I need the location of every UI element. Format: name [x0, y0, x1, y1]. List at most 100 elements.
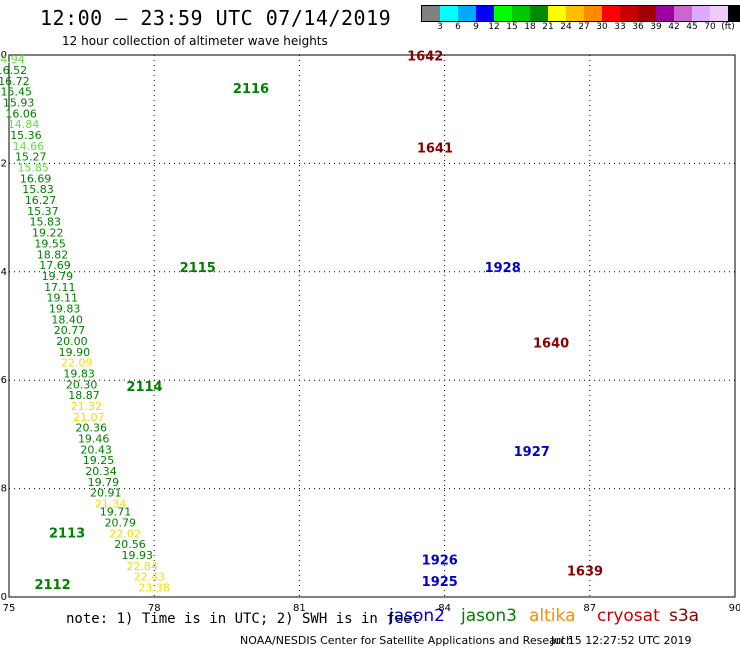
- track-time-label: 2115: [180, 261, 216, 276]
- swh-value: 16.72: [0, 75, 30, 88]
- x-tick-label: 84: [438, 603, 451, 614]
- track-time-label: 2114: [126, 380, 162, 395]
- legend-swatch: [620, 6, 638, 21]
- swh-value: 16.06: [5, 107, 37, 120]
- track-time-label: 1641: [417, 142, 453, 157]
- legend-tick-label: 12: [488, 22, 500, 32]
- swh-value: 15.36: [10, 129, 42, 142]
- track-time-label: 1640: [533, 337, 569, 352]
- swh-value: 17.69: [39, 259, 71, 272]
- plot-frame: [8, 54, 736, 598]
- swh-value: 21.07: [73, 411, 105, 424]
- swh-value: 22.84: [126, 560, 158, 573]
- track-time-label: 1642: [407, 49, 443, 64]
- y-tick-label: -38: [0, 484, 7, 495]
- legend-swatch: [656, 6, 674, 21]
- swh-value: 21.32: [71, 400, 103, 413]
- swh-value: 18.40: [51, 313, 83, 326]
- swh-value: 20.30: [66, 378, 98, 391]
- legend-tick-label: 24: [560, 22, 572, 32]
- satellite-label: altika: [529, 606, 576, 626]
- legend-tick-label: 15: [506, 22, 518, 32]
- swh-value: 19.83: [63, 367, 95, 380]
- swh-value: 15.27: [15, 151, 47, 164]
- swh-value: 19.71: [100, 506, 132, 519]
- legend-swatch: [710, 6, 728, 21]
- swh-value: 20.79: [105, 517, 137, 530]
- legend-swatch: [728, 6, 740, 21]
- timestamp-text: Jul 15 12:27:52 UTC 2019: [551, 634, 692, 647]
- swh-value: 16.27: [25, 194, 57, 207]
- swh-value: 19.11: [46, 292, 78, 305]
- legend-tick-label: (ft): [721, 22, 735, 32]
- track-time-label: 1639: [567, 564, 603, 579]
- legend-tick-label: 30: [596, 22, 608, 32]
- swh-value: 18.82: [37, 248, 69, 261]
- swh-value: 22.09: [61, 357, 93, 370]
- track-time-label: 1928: [485, 261, 521, 276]
- swh-value: 15.45: [1, 86, 33, 99]
- credit-text: NOAA/NESDIS Center for Satellite Applica…: [240, 634, 574, 647]
- legend-tick-label: 3: [437, 22, 443, 32]
- x-tick-label: 90: [729, 603, 740, 614]
- swh-value: 21.34: [95, 498, 127, 511]
- legend-swatch: [566, 6, 584, 21]
- y-tick-label: -40: [0, 592, 7, 603]
- legend-tick-label: 33: [614, 22, 626, 32]
- legend-swatch: [440, 6, 458, 21]
- legend-swatch: [530, 6, 548, 21]
- legend-tick-label: 42: [668, 22, 680, 32]
- swh-value: 15.85: [17, 162, 49, 175]
- legend-tick-label: 45: [686, 22, 698, 32]
- swh-value: 20.36: [76, 422, 108, 435]
- legend-swatch: [584, 6, 602, 21]
- satellite-label: cryosat: [597, 606, 660, 626]
- swh-value: 19.55: [34, 237, 66, 250]
- swh-value: 22.02: [109, 527, 141, 540]
- legend-tick-label: 18: [524, 22, 536, 32]
- track-time-label: 1927: [514, 445, 550, 460]
- swh-value: 20.43: [80, 443, 112, 456]
- swh-value: 19.46: [78, 433, 110, 446]
- swh-value: 19.22: [32, 227, 64, 240]
- swh-value: 19.83: [49, 302, 81, 315]
- legend-tick-label: 39: [650, 22, 662, 32]
- track-time-label: 2112: [34, 578, 70, 593]
- swh-value: 19.79: [42, 270, 74, 283]
- x-tick-label: 81: [293, 603, 306, 614]
- x-tick-label: 78: [148, 603, 161, 614]
- swh-value: 19.25: [83, 454, 115, 467]
- swh-value: 19.79: [88, 476, 120, 489]
- legend-tick-label: 36: [632, 22, 644, 32]
- swh-value: 20.91: [90, 487, 122, 500]
- legend-swatch: [548, 6, 566, 21]
- legend-swatch: [458, 6, 476, 21]
- swh-value: 16.52: [0, 64, 27, 77]
- swh-value: 20.34: [85, 465, 117, 478]
- footer-note: note: 1) Time is in UTC; 2) SWH is in fe…: [66, 611, 421, 627]
- y-tick-label: -32: [0, 158, 7, 169]
- swh-value: 22.43: [134, 571, 166, 584]
- x-tick-label: 87: [583, 603, 596, 614]
- swh-value: 20.77: [54, 324, 86, 337]
- swh-value: 15.93: [3, 96, 35, 109]
- swh-value: 15.37: [27, 205, 59, 218]
- swh-value: 15.83: [22, 183, 54, 196]
- satellite-label: jason3: [461, 606, 517, 626]
- track-time-label: 2113: [49, 526, 85, 541]
- swh-value: 23.38: [138, 582, 170, 595]
- satellite-label: jason2: [389, 606, 445, 626]
- swh-value: 18.87: [68, 389, 100, 402]
- swh-value: 14.84: [8, 118, 40, 131]
- swh-value: 19.90: [59, 346, 91, 359]
- swh-value: 14.66: [13, 140, 45, 153]
- y-tick-label: -30: [0, 50, 7, 61]
- legend-tick-label: 21: [542, 22, 554, 32]
- swh-value: 20.00: [56, 335, 88, 348]
- swh-value: 17.11: [44, 281, 76, 294]
- track-time-label: 1926: [422, 553, 458, 568]
- swh-value: 14.94: [0, 53, 25, 66]
- satellite-label: s3a: [669, 606, 700, 626]
